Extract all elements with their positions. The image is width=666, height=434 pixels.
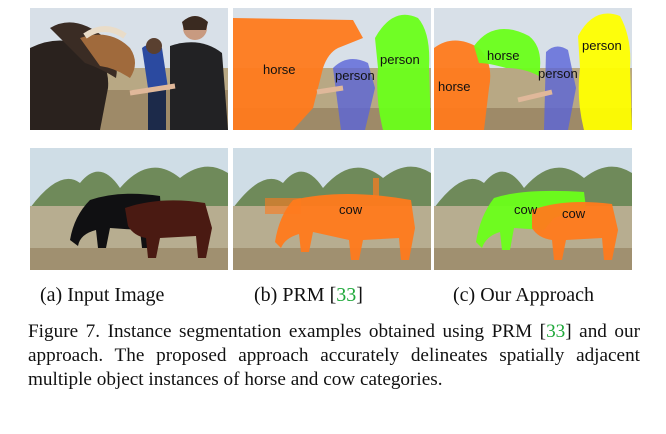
our-approach-horses-panel: horse horse person person — [434, 8, 632, 130]
subcaption-prm-text: (b) PRM [ — [254, 284, 337, 306]
segment-label: person — [335, 68, 375, 83]
input-image-cows-panel — [30, 148, 228, 270]
subcaption-our-approach: (c) Our Approach — [453, 284, 595, 306]
subcaption-input-image: (a) Input Image — [40, 284, 165, 306]
segment-label: person — [582, 38, 622, 53]
prm-horses-panel: horse person person — [233, 8, 431, 130]
citation-link[interactable]: 33 — [336, 284, 357, 306]
segment-label: person — [380, 52, 420, 67]
subcaption-prm-close: ] — [356, 284, 363, 306]
prm-cows-panel: cow — [233, 148, 431, 270]
segment-label: horse — [487, 48, 520, 63]
our-approach-cows-panel: cow cow — [434, 148, 632, 270]
segment-label: person — [538, 66, 578, 81]
input-image-horses-panel — [30, 8, 228, 130]
segment-label: cow — [339, 202, 363, 217]
figure-caption-part2: ] and our approach. The proposed approac… — [28, 321, 640, 390]
segment-label: cow — [562, 206, 586, 221]
subcaption-prm: (b) PRM [33] — [254, 284, 363, 307]
figure-caption: Figure 7. Instance segmentation examples… — [28, 320, 640, 392]
segment-label: cow — [514, 202, 538, 217]
segment-label: horse — [438, 79, 471, 94]
segment-label: horse — [263, 62, 296, 77]
citation-link[interactable]: 33 — [546, 321, 566, 342]
figure-caption-part1: Figure 7. Instance segmentation examples… — [28, 321, 547, 342]
